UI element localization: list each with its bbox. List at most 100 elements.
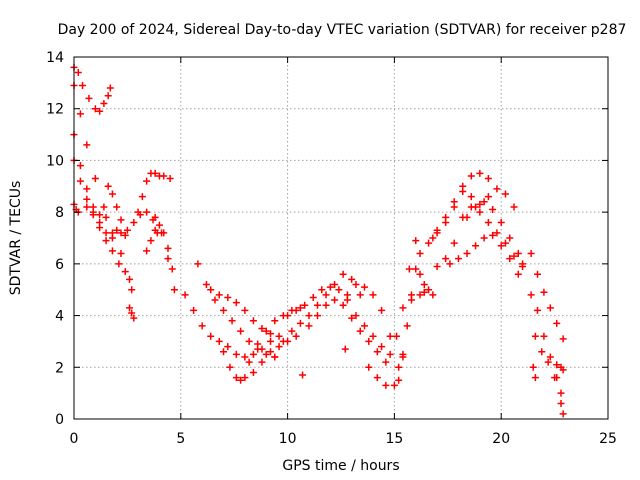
data-point <box>76 162 84 170</box>
data-point <box>89 208 97 216</box>
series-track-b <box>70 81 136 294</box>
x-tick-label: 15 <box>385 431 403 447</box>
data-point <box>322 301 330 309</box>
data-point <box>386 350 394 358</box>
data-point <box>546 304 554 312</box>
data-point <box>442 255 450 263</box>
data-point <box>553 361 561 369</box>
data-point <box>190 306 198 314</box>
data-point <box>91 175 99 183</box>
data-point <box>373 348 381 356</box>
y-tick-label: 6 <box>55 257 64 273</box>
data-point <box>446 260 454 268</box>
data-point <box>232 374 240 382</box>
data-point <box>299 371 307 379</box>
data-point <box>433 229 441 237</box>
data-point <box>166 175 174 183</box>
data-point <box>531 332 539 340</box>
data-point <box>288 327 296 335</box>
series-track-n <box>194 260 279 361</box>
data-point <box>326 283 334 291</box>
data-point <box>108 234 116 242</box>
data-point <box>467 193 475 201</box>
x-axis-label: GPS time / hours <box>282 458 399 474</box>
data-point <box>249 317 257 325</box>
data-point <box>531 374 539 382</box>
data-point <box>158 229 166 237</box>
series-track-ad <box>433 203 527 270</box>
data-point <box>529 363 537 371</box>
data-point <box>83 141 91 149</box>
data-point <box>489 206 497 214</box>
data-point <box>339 270 347 278</box>
series-track-ai <box>531 332 567 418</box>
data-point <box>160 172 168 180</box>
data-point <box>484 218 492 226</box>
series-track-s <box>284 283 386 351</box>
data-point <box>181 291 189 299</box>
data-point <box>450 203 458 211</box>
data-point <box>501 239 509 247</box>
data-point <box>215 337 223 345</box>
data-point <box>76 110 84 118</box>
series-track-w <box>341 345 349 353</box>
data-point <box>416 270 424 278</box>
data-point <box>420 288 428 296</box>
data-point <box>557 389 565 397</box>
data-point <box>412 265 420 273</box>
data-point <box>382 381 390 389</box>
data-point <box>341 345 349 353</box>
data-point <box>538 348 546 356</box>
data-point <box>194 260 202 268</box>
data-point <box>356 291 364 299</box>
data-point <box>510 203 518 211</box>
data-point <box>147 237 155 245</box>
y-tick-label: 12 <box>46 102 64 118</box>
series-track-m <box>181 291 275 361</box>
data-point <box>559 366 567 374</box>
data-point <box>296 304 304 312</box>
data-point <box>237 376 245 384</box>
series-track-o <box>207 286 283 340</box>
data-point <box>241 353 249 361</box>
data-point <box>553 319 561 327</box>
x-tick-label: 0 <box>70 431 79 447</box>
data-point <box>540 288 548 296</box>
series-track-ah <box>527 291 565 407</box>
data-point <box>314 312 322 320</box>
data-point <box>534 306 542 314</box>
data-point <box>143 208 151 216</box>
data-point <box>258 325 266 332</box>
data-point <box>102 237 110 245</box>
data-point <box>130 218 138 226</box>
data-point <box>117 216 125 224</box>
data-point <box>164 244 172 252</box>
y-tick-label: 0 <box>55 412 64 428</box>
data-point <box>224 343 232 351</box>
y-tick-label: 14 <box>46 50 64 66</box>
series-track-l <box>151 213 178 294</box>
data-point <box>267 330 275 338</box>
data-point <box>117 229 125 237</box>
data-point <box>271 317 279 325</box>
data-point <box>429 234 437 242</box>
y-tick-labels: 0 2 4 6 8 10 12 14 <box>46 50 64 428</box>
data-point <box>339 301 347 309</box>
data-point <box>467 172 475 180</box>
data-point <box>489 231 497 239</box>
data-point <box>305 312 313 320</box>
chart-title: Day 200 of 2024, Sidereal Day-to-day VTE… <box>58 22 627 38</box>
data-point <box>134 208 142 216</box>
series-track-aj <box>529 363 539 382</box>
data-point <box>559 410 567 418</box>
data-point <box>348 314 356 322</box>
data-point <box>226 363 234 371</box>
data-point <box>224 293 232 301</box>
data-point <box>292 332 300 340</box>
series-track-g <box>104 182 129 239</box>
data-point <box>510 252 518 260</box>
data-point <box>369 332 377 340</box>
data-point <box>318 286 326 294</box>
data-point <box>151 213 159 221</box>
data-point <box>126 304 134 312</box>
